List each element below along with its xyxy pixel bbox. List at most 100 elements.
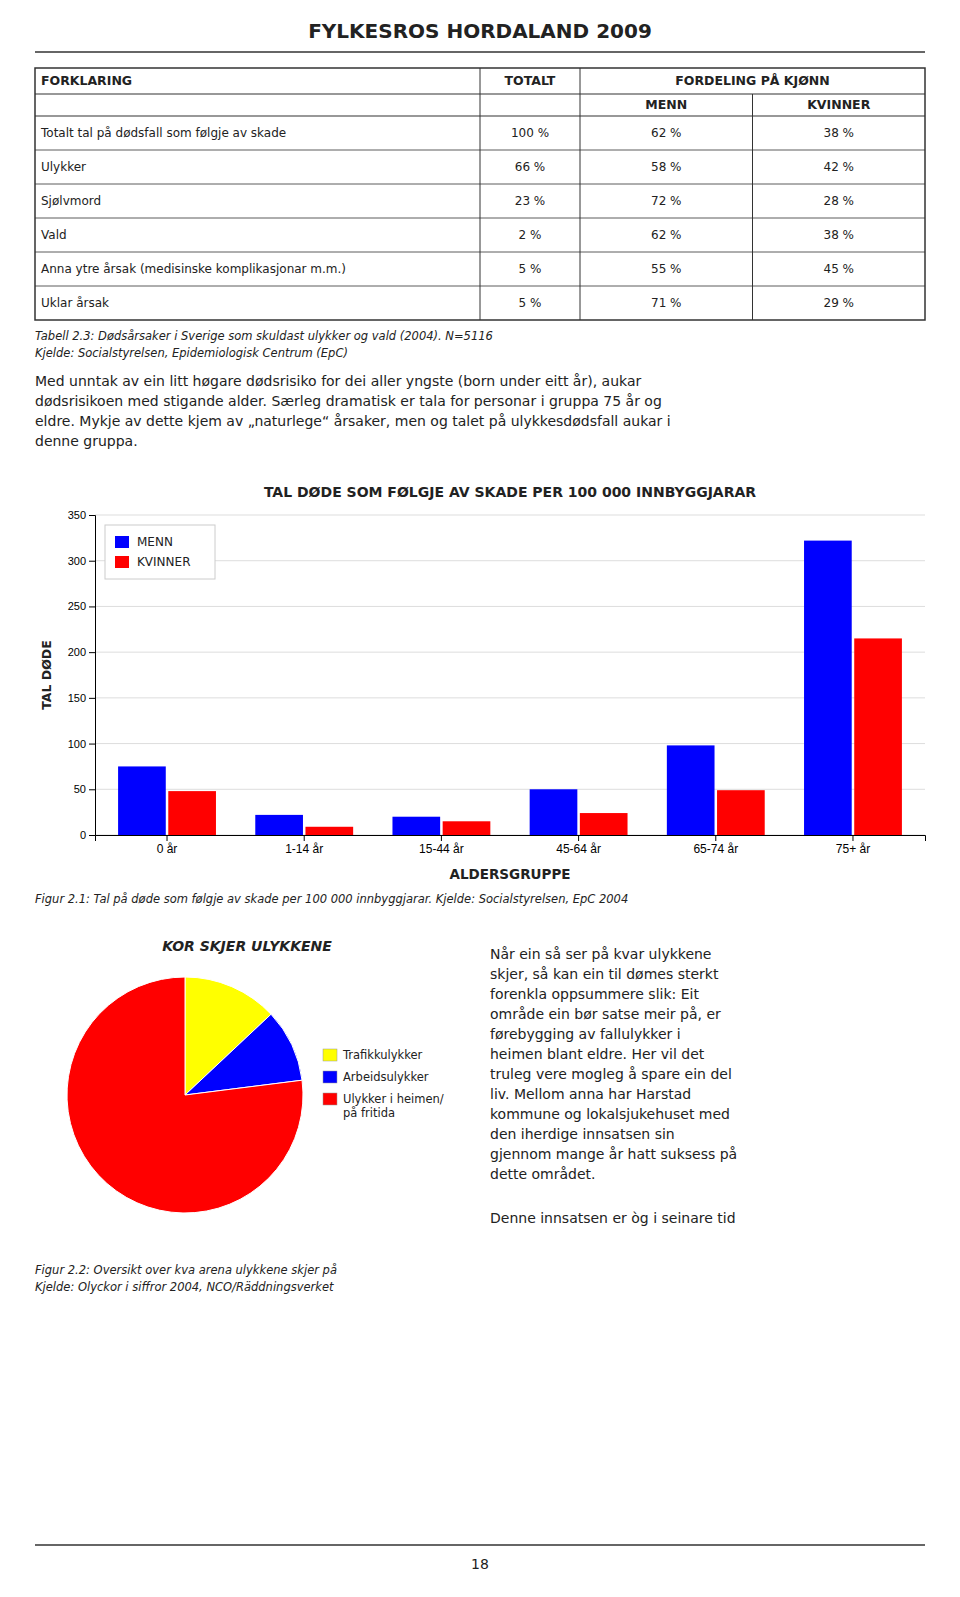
table-cell: 38 % <box>824 126 855 140</box>
table-cell: 71 % <box>651 296 682 310</box>
y-tick-mark <box>89 561 95 562</box>
table-cell: Vald <box>41 228 67 242</box>
y-tick-label: 0 <box>80 829 86 841</box>
title-rule <box>35 51 925 53</box>
y-tick: 0 <box>80 829 95 841</box>
x-axis: 0 år 1-14 år 15-44 år 45-64 år 65-74 år 75+ å… <box>96 835 926 856</box>
chart-caption: Kjelde: Olyckor i siffror 2004, NCO/Rädd… <box>35 1280 334 1294</box>
x-axis-line <box>96 836 926 842</box>
x-tick-mark <box>167 835 168 841</box>
bar <box>580 813 628 835</box>
table-rule <box>35 150 925 151</box>
y-tick: 100 <box>68 738 95 750</box>
bar <box>717 790 765 835</box>
x-tick-mark <box>852 835 853 841</box>
y-tick-label: 350 <box>68 509 86 521</box>
x-tick: 75+ år <box>836 835 870 856</box>
legend-entry: MENN <box>137 535 173 549</box>
grid-line <box>95 652 925 653</box>
y-tick-label: 150 <box>68 692 86 704</box>
bar <box>392 817 440 835</box>
slice <box>67 977 303 1213</box>
x-tick-mark <box>715 835 716 841</box>
y-tick-mark <box>89 789 95 790</box>
y-tick-label: 250 <box>68 600 86 612</box>
pie <box>67 977 303 1213</box>
table-header: KVINNER <box>807 97 870 112</box>
body-text: eldre. Mykje av dette kjem av „naturlege… <box>35 413 671 429</box>
page: FYLKESROS HORDALAND 2009 FORKLARING TOTALT… <box>0 0 960 1597</box>
bar <box>118 766 166 835</box>
table-cell: Sjølvmord <box>41 194 101 208</box>
y-tick-label: 100 <box>68 738 86 750</box>
legend-entry: Trafikkulykker <box>342 1048 423 1062</box>
bars <box>118 541 902 835</box>
legend-swatch <box>115 536 129 548</box>
body-text: kommune og lokalsjukehuset med <box>490 1106 730 1122</box>
x-tick: 0 år <box>157 835 178 856</box>
table-rule <box>480 68 481 320</box>
legend-swatch <box>115 556 129 568</box>
body-text: område ein bør satse meir på, er <box>490 1006 721 1022</box>
table-rule <box>580 68 581 320</box>
x-tick-label: 45-64 år <box>556 842 601 856</box>
table-cell: 58 % <box>651 160 682 174</box>
x-tick: 45-64 år <box>556 835 601 856</box>
chart-title: TAL DØDE SOM FØLGJE AV SKADE PER 100 000… <box>264 484 756 500</box>
y-tick-mark <box>89 698 95 699</box>
y-tick: 350 <box>68 509 95 521</box>
table-cell: 100 % <box>511 126 549 140</box>
table-cell: 72 % <box>651 194 682 208</box>
legend-entry: KVINNER <box>137 555 191 569</box>
bar <box>667 745 715 835</box>
table-caption: Tabell 2.3: Dødsårsaker i Sverige som sk… <box>35 329 493 343</box>
table-rule <box>35 286 925 287</box>
bar <box>804 541 852 835</box>
table-cell: 5 % <box>519 296 542 310</box>
x-tick: 65-74 år <box>693 835 738 856</box>
legend-swatch <box>323 1093 337 1105</box>
body-text: forenkla oppsummere slik: Eit <box>490 986 699 1002</box>
table-rule <box>35 218 925 219</box>
x-tick-label: 15-44 år <box>419 842 464 856</box>
table-cell: 45 % <box>824 262 855 276</box>
body-text: truleg vere mogleg å spare ein del <box>490 1066 732 1082</box>
y-tick-mark <box>89 606 95 607</box>
y-tick-mark <box>89 652 95 653</box>
table-cell: 42 % <box>824 160 855 174</box>
legend: MENN KVINNER <box>105 525 215 579</box>
y-tick: 250 <box>68 600 95 612</box>
table-cell: 5 % <box>519 262 542 276</box>
table-cell: 62 % <box>651 228 682 242</box>
table-cell: 2 % <box>519 228 542 242</box>
y-axis-title: TAL DØDE <box>39 640 54 709</box>
bar <box>305 827 353 835</box>
y-tick-label: 300 <box>68 555 86 567</box>
x-tick-label: 0 år <box>157 842 178 856</box>
table-header: TOTALT <box>505 73 556 88</box>
page-title: FYLKESROS HORDALAND 2009 <box>308 19 652 43</box>
body-text: Med unntak av ein litt høgare dødsrisiko… <box>35 373 641 389</box>
x-tick-mark <box>304 835 305 841</box>
y-tick-label: 200 <box>68 646 86 658</box>
body-text: skjer, så kan ein til dømes sterkt <box>490 966 719 982</box>
body-text: dette området. <box>490 1166 596 1182</box>
bar <box>854 638 902 835</box>
table-cell: 55 % <box>651 262 682 276</box>
y-tick-mark <box>89 835 95 836</box>
legend-entry: Ulykker i heimen/på fritida <box>343 1092 444 1120</box>
x-tick-label: 1-14 år <box>285 842 323 856</box>
table-header: FORKLARING <box>41 73 132 88</box>
body-text: Når ein så ser på kvar ulykkene <box>490 946 711 962</box>
grid-line <box>95 743 925 744</box>
chart-caption: Figur 2.2: Oversikt over kva arena ulykk… <box>35 1263 337 1277</box>
body-text: liv. Mellom anna har Harstad <box>490 1086 691 1102</box>
body-text: gjennom mange år hatt suksess på <box>490 1146 737 1162</box>
legend-swatch <box>323 1049 337 1061</box>
legend-swatch <box>323 1071 337 1083</box>
table-cell: Anna ytre årsak (medisinske komplikasjon… <box>41 262 346 276</box>
y-tick: 300 <box>68 555 95 567</box>
y-tick-mark <box>89 744 95 745</box>
legend: TrafikkulykkerArbeidsulykkerUlykker i he… <box>323 1048 444 1120</box>
table-frame <box>35 68 925 320</box>
